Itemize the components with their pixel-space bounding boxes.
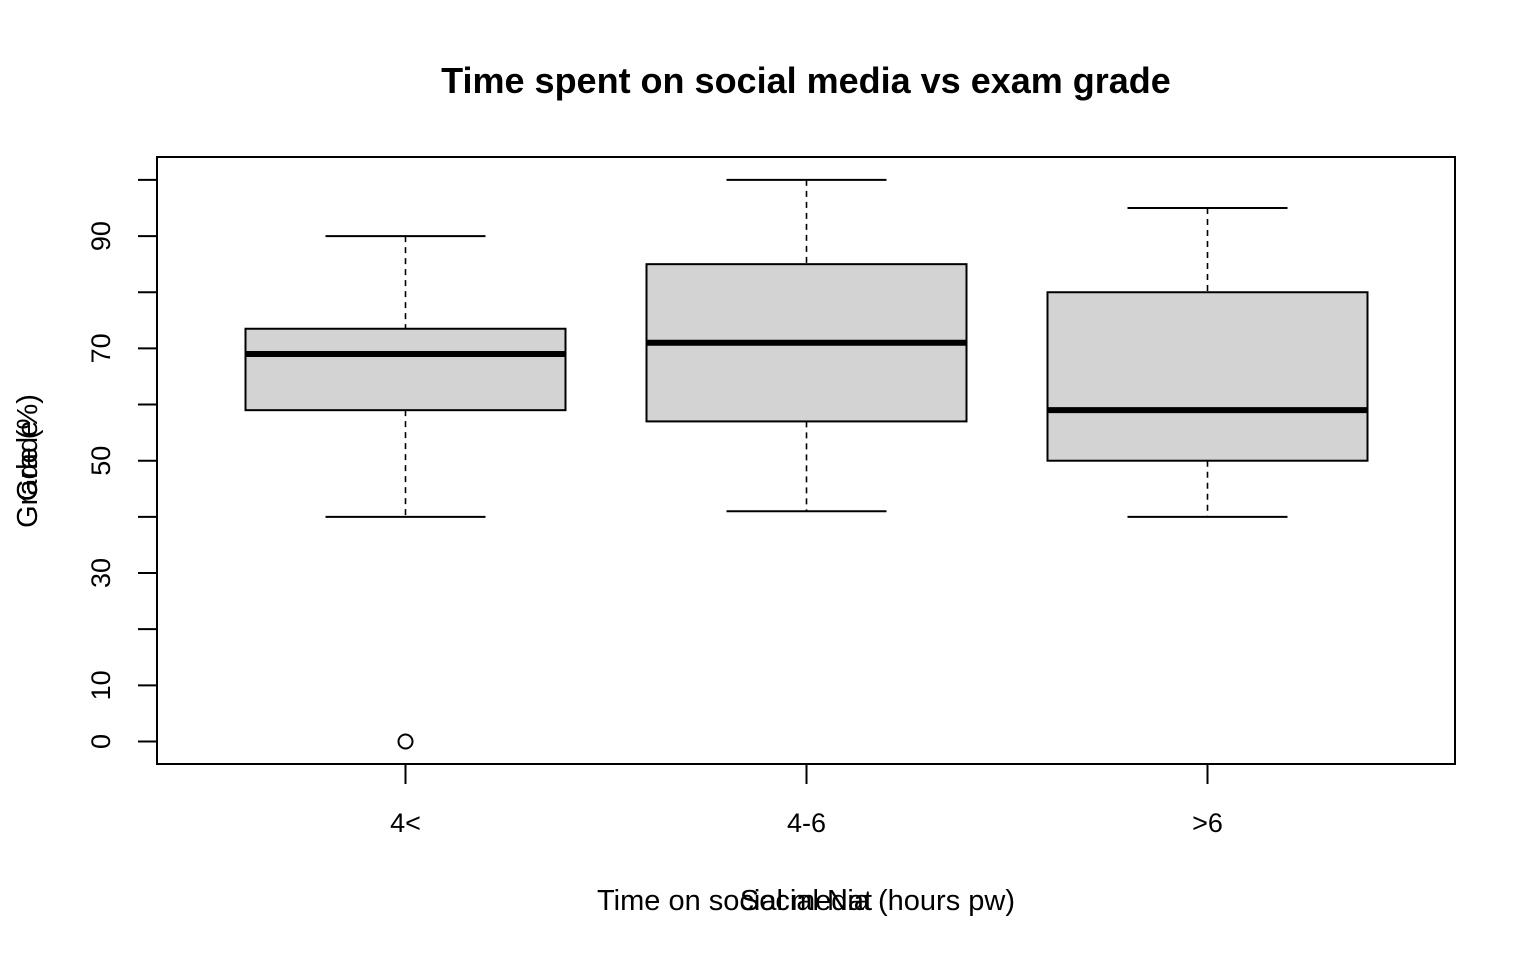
outlier-point xyxy=(397,733,414,750)
iqr-box xyxy=(1046,291,1369,462)
x-tick-label: 4< xyxy=(390,808,421,838)
box-group xyxy=(244,235,567,750)
y-axis: 0 10 30 50 70 90 xyxy=(86,178,157,749)
y-tick-label: 10 xyxy=(86,670,116,700)
boxes-layer xyxy=(244,178,1369,750)
y-tick-label: 50 xyxy=(86,446,116,476)
x-axis: 4< 4-6 >6 xyxy=(390,764,1223,838)
y-axis-label-overlap: Grade xyxy=(12,421,44,502)
chart-title: Time spent on social media vs exam grade xyxy=(441,60,1171,101)
y-tick-label: 90 xyxy=(86,221,116,251)
y-tick-label: 30 xyxy=(86,558,116,588)
x-axis-label-overlap: Social Nat xyxy=(740,885,872,917)
x-axis-label: Time on social media (hours pw) xyxy=(597,885,1015,917)
x-tick-label: >6 xyxy=(1192,808,1223,838)
box-group xyxy=(1046,207,1369,518)
x-tick-label: 4-6 xyxy=(787,808,826,838)
y-axis-label: Grade (%) xyxy=(12,394,44,528)
box-group xyxy=(645,178,968,513)
y-tick-label: 0 xyxy=(86,734,116,749)
y-tick-label: 70 xyxy=(86,333,116,363)
iqr-box xyxy=(244,327,567,412)
